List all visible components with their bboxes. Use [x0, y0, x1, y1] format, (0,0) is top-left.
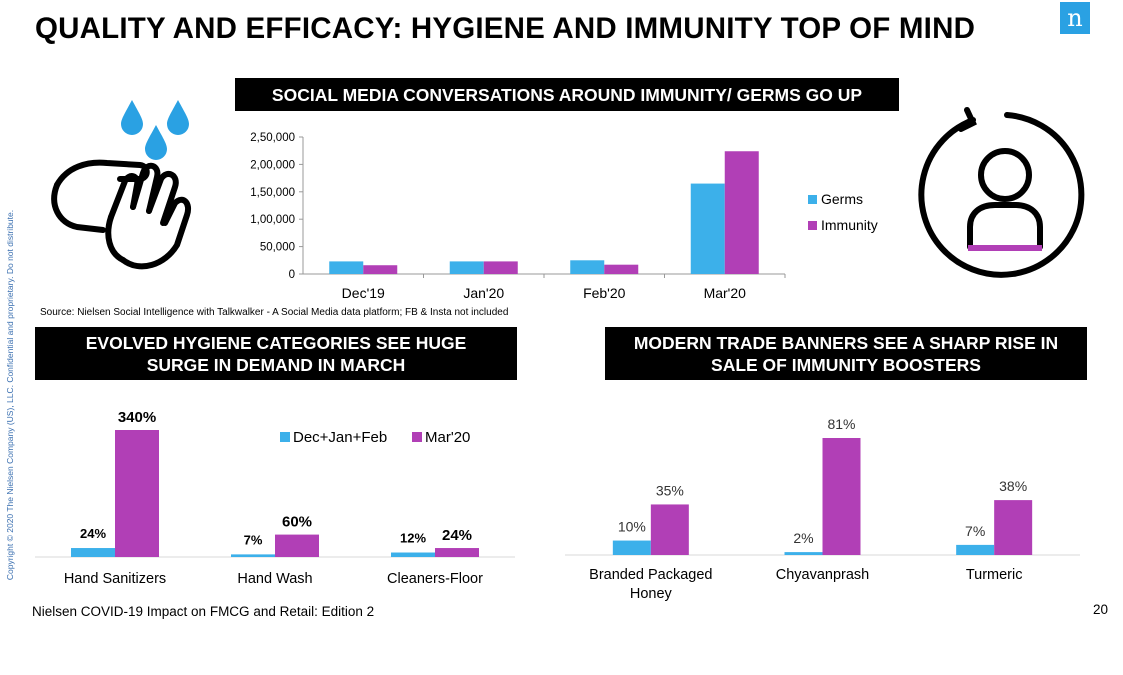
y-tick-label: 1,50,000 [250, 187, 295, 199]
banner-trade-line2: SALE OF IMMUNITY BOOSTERS [711, 354, 981, 375]
footer-text: Nielsen COVID-19 Impact on FMCG and Reta… [32, 604, 375, 619]
page-number: 20 [1093, 602, 1109, 617]
bar-series-1 [956, 544, 995, 555]
bar-series-2 [822, 438, 861, 555]
y-tick-label: 2,50,000 [250, 132, 295, 144]
legend-swatch [280, 432, 290, 442]
data-label: 81% [827, 416, 855, 432]
legend-label: Dec+Jan+Feb [293, 429, 387, 446]
banner-hygiene-line2: SURGE IN DEMAND IN MARCH [146, 354, 406, 375]
x-tick-label: Turmeric [966, 567, 1023, 583]
data-label: 60% [282, 514, 312, 531]
x-tick-label: Hand Wash [237, 571, 312, 587]
bar-series-2 [994, 500, 1033, 555]
x-tick-label: Honey [630, 586, 673, 602]
data-label: 35% [656, 482, 684, 498]
data-label: 7% [244, 532, 263, 547]
x-tick-label: Chyavanprash [776, 567, 870, 583]
bar-germs [690, 183, 725, 274]
bar-immunity [363, 265, 398, 274]
y-tick-label: 50,000 [260, 242, 295, 254]
bar-dec-jan-feb [391, 552, 435, 557]
y-tick-label: 1,00,000 [250, 214, 295, 226]
x-tick-label: Hand Sanitizers [64, 571, 166, 587]
bar-immunity [724, 151, 759, 274]
data-label: 7% [965, 523, 985, 539]
data-label: 12% [400, 531, 426, 546]
bar-mar20 [275, 534, 319, 557]
x-tick-label: Branded Packaged [589, 567, 712, 583]
social-media-chart: 0 50,000 1,00,000 1,50,000 2,00,000 2,50,000 D… [250, 132, 878, 301]
bar-series-1 [784, 552, 823, 555]
bar-immunity [604, 264, 639, 274]
legend-swatch [808, 195, 817, 204]
bar-dec-jan-feb [71, 548, 115, 557]
data-label: 24% [442, 527, 472, 544]
bar-series-2 [650, 504, 689, 555]
y-tick-label: 0 [289, 269, 295, 281]
source-note: Source: Nielsen Social Intelligence with… [40, 307, 509, 318]
x-tick-label: Mar'20 [704, 285, 747, 301]
banner-hygiene-line1: EVOLVED HYGIENE CATEGORIES SEE HUGE [85, 332, 467, 353]
data-label: 10% [618, 519, 646, 535]
x-tick-label: Cleaners-Floor [387, 571, 483, 587]
legend-label: Germs [821, 191, 863, 207]
y-tick-label: 2,00,000 [250, 159, 295, 171]
hand-washing-icon [51, 100, 191, 270]
data-label: 24% [80, 526, 106, 541]
hygiene-chart: 24% 340% Hand Sanitizers 7% 60% Hand Wash 12% 2… [35, 409, 515, 587]
page-title: QUALITY AND EFFICACY: HYGIENE AND IMMUNI… [35, 12, 976, 45]
legend-label: Immunity [821, 217, 878, 233]
bar-dec-jan-feb [231, 554, 275, 557]
nielsen-logo: n [1060, 2, 1090, 34]
data-label: 2% [793, 530, 813, 546]
immunity-person-icon [918, 107, 1085, 278]
side-copyright: Copyright © 2020 The Nielsen Company (US… [5, 209, 15, 581]
bar-germs [329, 261, 364, 274]
banner-trade-line1: MODERN TRADE BANNERS SEE A SHARP RISE IN [633, 332, 1059, 353]
banner-social-media-text: SOCIAL MEDIA CONVERSATIONS AROUND IMMUNI… [271, 84, 863, 105]
banner-hygiene: EVOLVED HYGIENE CATEGORIES SEE HUGE SURG… [35, 327, 517, 380]
data-label: 340% [118, 409, 156, 426]
legend-swatch [808, 221, 817, 230]
x-tick-label: Dec'19 [342, 285, 385, 301]
x-tick-label: Feb'20 [583, 285, 626, 301]
x-tick-label: Jan'20 [463, 285, 504, 301]
legend-label: Mar'20 [425, 429, 470, 446]
banner-modern-trade: MODERN TRADE BANNERS SEE A SHARP RISE IN… [605, 327, 1087, 380]
bar-immunity [483, 261, 518, 274]
data-label: 38% [999, 478, 1027, 494]
banner-social-media: SOCIAL MEDIA CONVERSATIONS AROUND IMMUNI… [235, 78, 899, 111]
modern-trade-chart: 10% 35% Branded Packaged Honey 2% 81% Chyavanp… [565, 416, 1080, 602]
bar-mar20 [115, 430, 159, 557]
bar-germs [449, 261, 484, 274]
bar-series-1 [612, 540, 651, 555]
bar-germs [570, 260, 605, 274]
legend-swatch [412, 432, 422, 442]
bar-mar20 [435, 548, 479, 557]
